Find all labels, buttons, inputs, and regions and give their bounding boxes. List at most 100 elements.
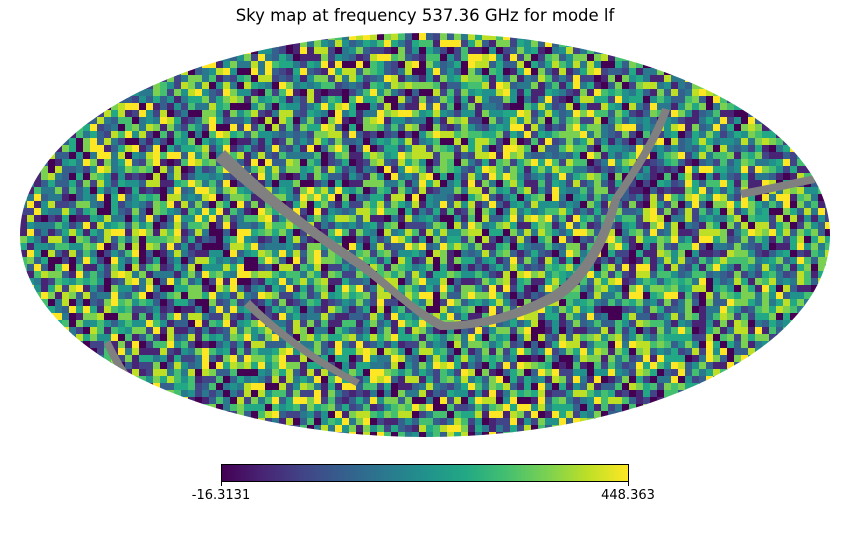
map-pixel [615, 264, 623, 272]
map-pixel [475, 166, 483, 174]
map-pixel [412, 194, 420, 202]
map-pixel [692, 131, 700, 139]
map-pixel [454, 173, 462, 181]
map-pixel [412, 40, 420, 48]
map-pixel [195, 369, 203, 377]
map-pixel [692, 285, 700, 293]
map-pixel [293, 264, 301, 272]
map-pixel [426, 68, 434, 76]
map-pixel [685, 96, 693, 104]
map-pixel [762, 243, 770, 251]
map-pixel [412, 292, 420, 300]
map-pixel [125, 110, 133, 118]
map-pixel [230, 257, 238, 265]
map-pixel [335, 117, 343, 125]
map-pixel [384, 187, 392, 195]
map-pixel [111, 208, 119, 216]
map-pixel [468, 152, 476, 160]
map-pixel [48, 327, 56, 335]
map-pixel [671, 355, 679, 363]
map-pixel [104, 264, 112, 272]
map-pixel [293, 362, 301, 370]
map-pixel [321, 145, 329, 153]
map-pixel [601, 355, 609, 363]
map-pixel [265, 103, 273, 111]
map-pixel [580, 61, 588, 69]
map-pixel [678, 243, 686, 251]
map-pixel [272, 117, 280, 125]
map-pixel [258, 61, 266, 69]
map-pixel [328, 187, 336, 195]
map-pixel [629, 222, 637, 230]
map-pixel [685, 187, 693, 195]
map-pixel [601, 215, 609, 223]
map-pixel [342, 180, 350, 188]
map-pixel [48, 201, 56, 209]
map-pixel [643, 271, 651, 279]
map-pixel [678, 334, 686, 342]
map-pixel [76, 257, 84, 265]
map-pixel [230, 271, 238, 279]
map-pixel [363, 145, 371, 153]
map-pixel [559, 306, 567, 314]
map-pixel [825, 271, 830, 279]
map-pixel [615, 173, 623, 181]
map-pixel [475, 82, 483, 90]
map-pixel [41, 313, 49, 321]
map-pixel [692, 96, 700, 104]
map-pixel [90, 299, 98, 307]
map-pixel [468, 278, 476, 286]
map-pixel [209, 103, 217, 111]
map-pixel [741, 250, 749, 258]
map-pixel [55, 285, 63, 293]
map-pixel [335, 376, 343, 384]
map-pixel [594, 229, 602, 237]
map-pixel [160, 103, 168, 111]
map-pixel [699, 355, 707, 363]
map-pixel [230, 110, 238, 118]
map-pixel [636, 362, 644, 370]
map-pixel [377, 82, 385, 90]
map-pixel [328, 110, 336, 118]
map-pixel [202, 103, 210, 111]
map-pixel [90, 159, 98, 167]
map-pixel [188, 341, 196, 349]
map-pixel [377, 306, 385, 314]
map-pixel [335, 201, 343, 209]
map-pixel [181, 96, 189, 104]
map-pixel [111, 131, 119, 139]
map-pixel [195, 215, 203, 223]
map-pixel [601, 159, 609, 167]
map-pixel [727, 110, 735, 118]
map-pixel [594, 327, 602, 335]
map-pixel [412, 341, 420, 349]
map-pixel [475, 159, 483, 167]
map-pixel [594, 180, 602, 188]
map-pixel [265, 61, 273, 69]
map-pixel [125, 257, 133, 265]
map-pixel [685, 152, 693, 160]
map-pixel [489, 33, 497, 41]
map-pixel [41, 306, 49, 314]
map-pixel [76, 243, 84, 251]
map-pixel [447, 334, 455, 342]
map-pixel [482, 173, 490, 181]
chart-title: Sky map at frequency 537.36 GHz for mode… [235, 6, 615, 25]
map-pixel [342, 47, 350, 55]
map-pixel [153, 159, 161, 167]
map-pixel [314, 96, 322, 104]
map-pixel [258, 306, 266, 314]
map-pixel [237, 292, 245, 300]
map-pixel [482, 61, 490, 69]
map-pixel [230, 96, 238, 104]
map-pixel [552, 264, 560, 272]
map-pixel [608, 138, 616, 146]
map-pixel [48, 264, 56, 272]
map-pixel [363, 117, 371, 125]
map-pixel [678, 348, 686, 356]
map-pixel [433, 229, 441, 237]
map-pixel [706, 110, 714, 118]
map-pixel [629, 110, 637, 118]
map-pixel [230, 285, 238, 293]
map-pixel [650, 271, 658, 279]
